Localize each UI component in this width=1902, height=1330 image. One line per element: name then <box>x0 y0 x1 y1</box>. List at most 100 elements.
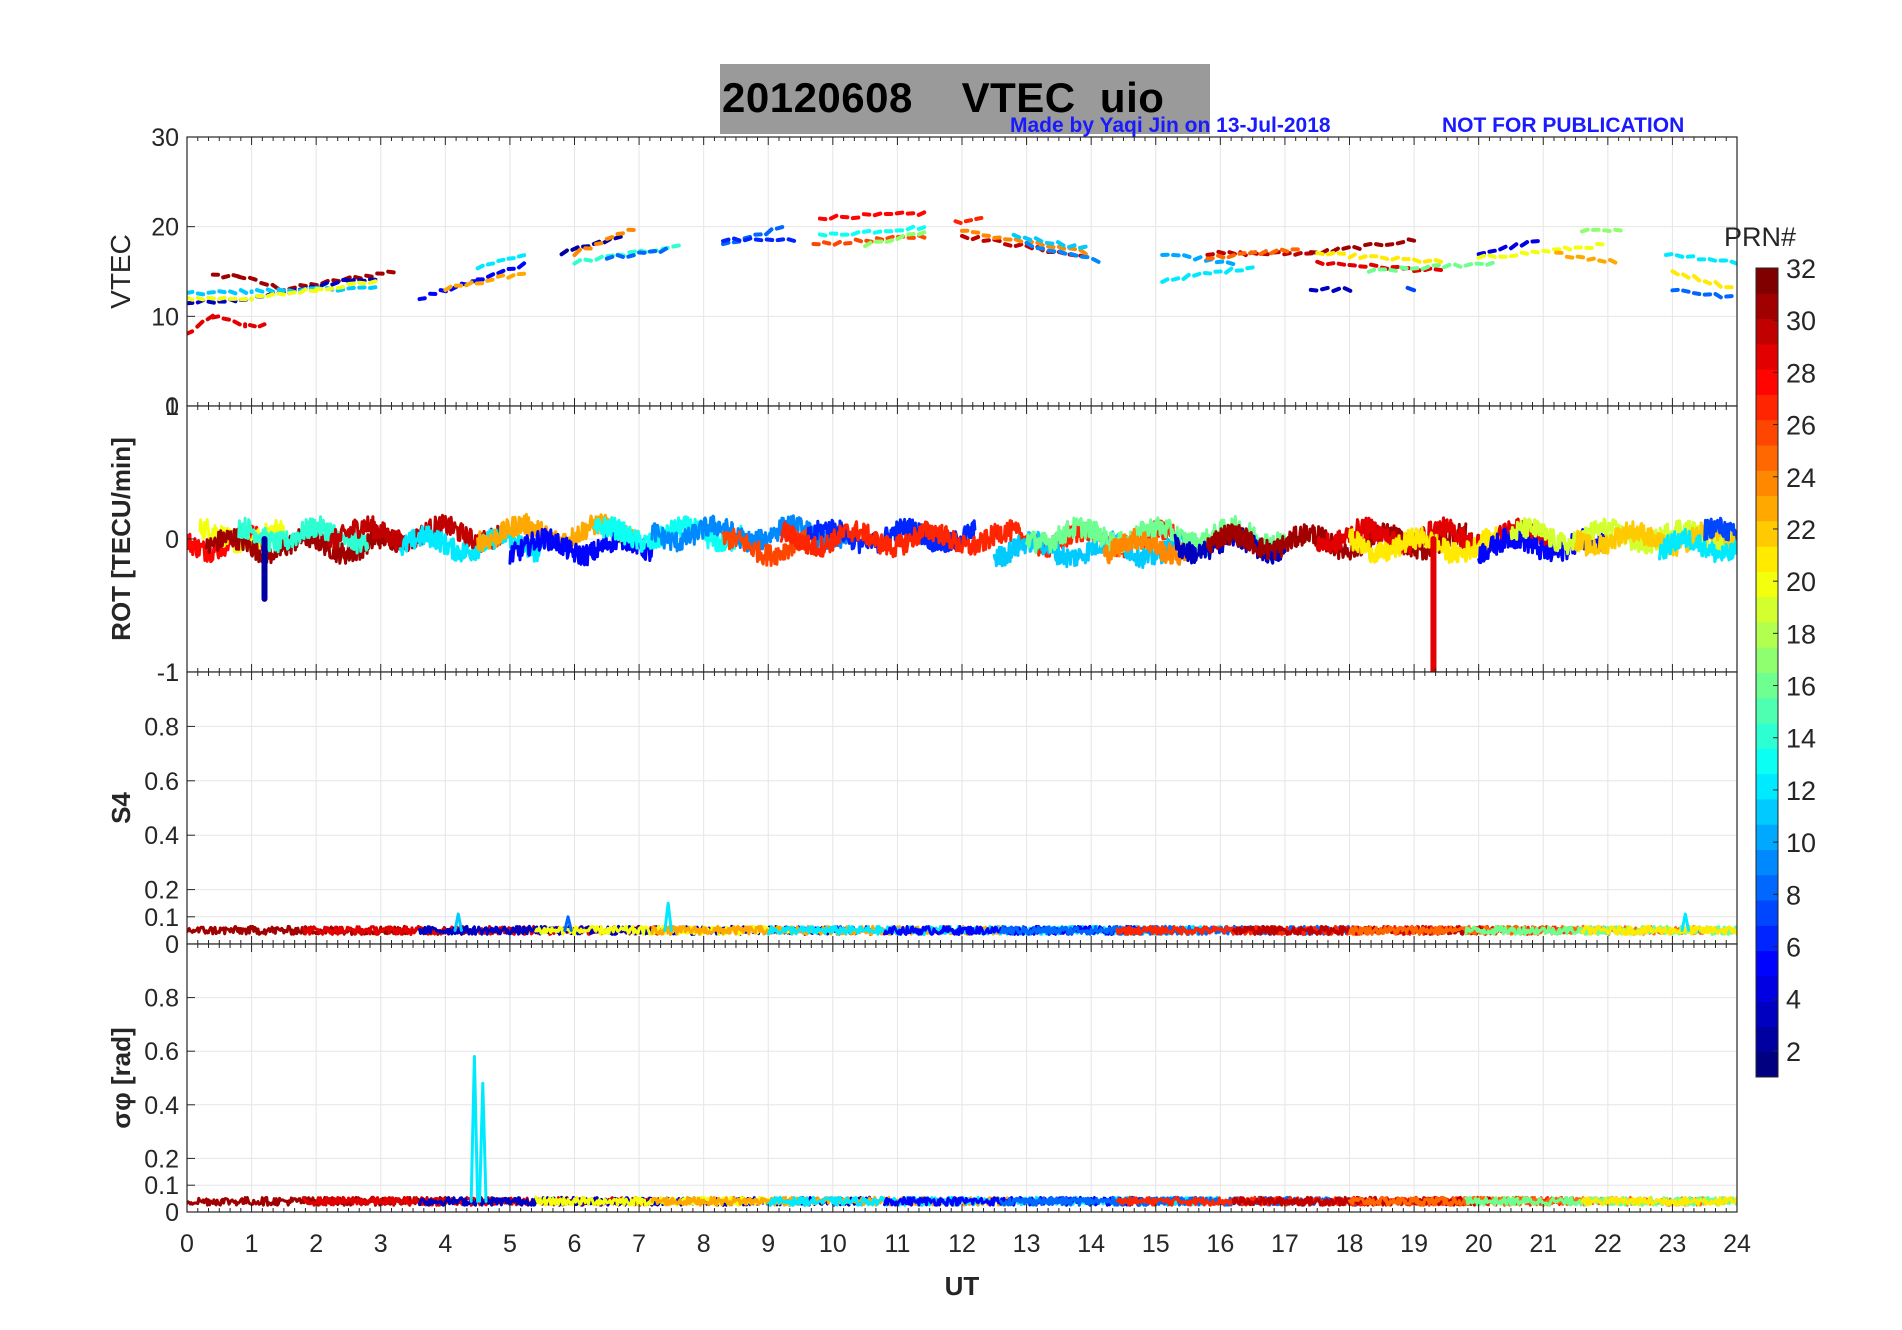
vtec-segment-prn28 <box>850 215 861 221</box>
colorbar-step <box>1756 318 1778 345</box>
colorbar-step <box>1756 546 1778 572</box>
vtec-segment-prn25 <box>1216 253 1226 260</box>
vtec-segment-prn6 <box>753 237 764 243</box>
vtec-segment-prn29 <box>1336 261 1347 267</box>
colorbar-tick-label: 14 <box>1786 724 1816 754</box>
colorbar-step <box>1756 1001 1778 1027</box>
vtec-segment-prn13 <box>916 225 927 231</box>
vtec-segment-prn21 <box>1379 255 1390 261</box>
rot-trace-prn26 <box>721 527 809 567</box>
colorbar-step <box>1756 748 1778 775</box>
vtec-segment-prn23 <box>495 273 506 279</box>
x-tick-label: 0 <box>180 1230 194 1258</box>
y-tick-label: 0.4 <box>144 1092 179 1120</box>
y-axis-label: σφ [rad] <box>106 1027 136 1128</box>
vtec-segment-prn11 <box>254 287 265 294</box>
vtec-segment-prn31 <box>386 269 396 275</box>
panel-sigma_phi: 00.10.2 0.4 0.6 0.8 σφ [rad] <box>106 943 1738 1227</box>
vtec-segment-prn31 <box>259 280 269 287</box>
vtec-segment-prn28 <box>817 216 828 222</box>
vtec-segment-prn25 <box>1279 247 1290 254</box>
vtec-segment-prn11 <box>195 291 206 297</box>
vtec-segment-prn31 <box>309 282 319 288</box>
rot-trace-prn24 <box>1102 527 1190 566</box>
title-date: 20120608 <box>722 74 913 121</box>
vtec-segment-prn31 <box>236 274 247 281</box>
vtec-segment-prn12 <box>1160 277 1170 284</box>
colorbar-step <box>1756 950 1778 977</box>
vtec-segment-prn25 <box>1205 256 1215 261</box>
colorbar-tick-label: 12 <box>1786 776 1816 806</box>
vtec-segment-prn16 <box>1420 264 1431 272</box>
vtec-segment-prn21 <box>1670 269 1680 277</box>
vtec-segment-prn11 <box>335 287 346 293</box>
colorbar-tick-label: 16 <box>1786 672 1816 702</box>
vtec-segment-prn8 <box>721 240 731 247</box>
x-tick-label: 19 <box>1400 1230 1428 1258</box>
colorbar-tick-label: 8 <box>1786 880 1801 910</box>
x-tick-label: 13 <box>1013 1230 1041 1258</box>
vtec-segment-prn11 <box>1011 232 1022 240</box>
vtec-segment-prn8 <box>764 227 774 237</box>
vtec-segment-prn30 <box>1216 249 1226 256</box>
vtec-segment-prn12 <box>1729 259 1737 266</box>
vtec-segment-prn12 <box>496 257 506 263</box>
x-tick-label: 12 <box>948 1230 976 1258</box>
colorbar-step <box>1756 900 1778 926</box>
vtec-segment-prn30 <box>1205 252 1215 257</box>
colorbar-tick-label: 10 <box>1786 828 1816 858</box>
colorbar-frame <box>1755 267 1779 1078</box>
vtec-segment-prn12 <box>1224 266 1234 275</box>
vtec-segment-prn20 <box>1562 245 1573 252</box>
vtec-segment-prn13 <box>861 229 872 234</box>
vtec-segment-prn12 <box>1707 257 1718 263</box>
vtec-segment-prn13 <box>872 229 883 235</box>
colorbar-tick-label: 30 <box>1786 306 1816 336</box>
vtec-segment-prn24 <box>572 247 582 258</box>
x-tick-label: 20 <box>1465 1230 1493 1258</box>
vtec-segment-prn31 <box>298 283 308 288</box>
colorbar-step <box>1756 293 1778 320</box>
vtec-segment-prn20 <box>1530 249 1540 255</box>
vtec-segment-prn23 <box>443 284 453 293</box>
vtec-segment-prn21 <box>1433 258 1443 264</box>
panel-vtec: 0 10 20 30 VTEC <box>105 124 1738 421</box>
colorbar-step <box>1756 596 1778 623</box>
vtec-segment-prn8 <box>1713 292 1723 300</box>
vtec-segment-prn10 <box>1225 260 1236 267</box>
data-s4 <box>187 901 1737 936</box>
vtec-segment-prn3 <box>1342 286 1353 293</box>
vtec-segment-prn3 <box>206 299 216 305</box>
vtec-segment-prn21 <box>1347 252 1357 260</box>
y-tick-label: 0.2 <box>144 877 179 905</box>
vtec-segment-prn31 <box>1406 237 1417 243</box>
x-tick-label: 11 <box>884 1230 910 1258</box>
vtec-segment-prn27 <box>974 215 984 222</box>
vtec-segment-prn16 <box>1388 267 1398 273</box>
vtec-segment-prn6 <box>764 237 775 243</box>
vtec-segment-prn20 <box>265 292 276 299</box>
vtec-segment-prn29 <box>257 322 267 329</box>
vtec-segment-prn8 <box>1681 288 1691 294</box>
rot-trace-prn21 <box>1348 526 1500 564</box>
x-tick-label: 24 <box>1723 1230 1751 1258</box>
vtec-segment-prn17 <box>1613 227 1623 233</box>
vtec-segment-prn28 <box>894 210 905 216</box>
vtec-segment-prn3 <box>1331 286 1342 294</box>
vtec-segment-prn30 <box>1282 251 1292 257</box>
colorbar-tick-label: 2 <box>1786 1037 1801 1067</box>
colorbar-tick-label: 20 <box>1786 567 1816 597</box>
panel-s4: 00.10.2 0.4 0.6 0.8 1 S4 <box>106 659 1738 959</box>
s4-peak <box>563 915 573 932</box>
vtec-segment-prn11 <box>367 285 378 290</box>
vtec-segment-prn8 <box>626 253 636 259</box>
colorbar-tick-label: 28 <box>1786 358 1816 388</box>
colorbar-step <box>1756 798 1778 825</box>
vtec-segment-prn20 <box>1476 253 1487 260</box>
vtec-segment-prn9 <box>1035 246 1046 251</box>
vtec-segment-prn8 <box>1691 291 1702 296</box>
colorbar-step <box>1756 444 1778 471</box>
y-tick-label: 0.2 <box>144 1145 179 1173</box>
